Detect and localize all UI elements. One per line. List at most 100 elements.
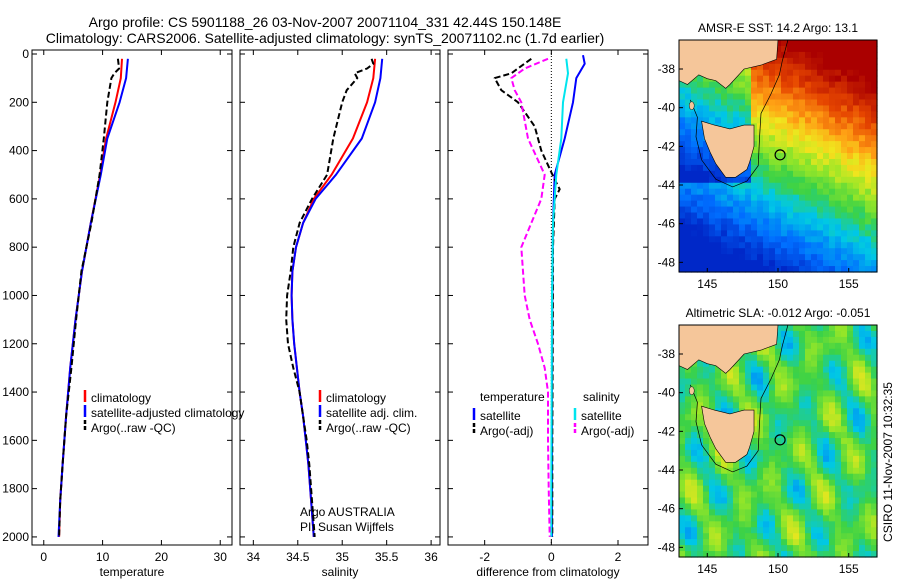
heatmap-cell (769, 497, 776, 505)
heatmap-cell (829, 515, 836, 522)
heatmap-cell (751, 497, 758, 505)
heatmap-cell (859, 194, 866, 202)
heatmap-cell (865, 141, 872, 148)
heatmap-cell (853, 129, 860, 136)
heatmap-cell (745, 200, 752, 208)
heatmap-cell (847, 420, 854, 427)
heatmap-cell (721, 402, 728, 409)
heatmap-cell (715, 218, 722, 226)
heatmap-cell (859, 158, 866, 166)
heatmap-cell (823, 348, 830, 356)
heatmap-cell (817, 224, 824, 231)
heatmap-cell (757, 509, 764, 516)
x-tick-label: 34.5 (286, 550, 310, 564)
heatmap-cell (829, 111, 836, 118)
heatmap-cell (805, 111, 812, 118)
heatmap-cell (769, 93, 776, 101)
heatmap-cell (757, 99, 764, 107)
heatmap-cell (757, 260, 764, 267)
heatmap-cell (769, 182, 776, 190)
heatmap-cell (715, 111, 722, 118)
x-tick-label: 0 (548, 550, 555, 564)
heatmap-cell (757, 426, 764, 433)
heatmap-cell (823, 254, 830, 261)
heatmap-cell (871, 230, 878, 237)
heatmap-cell (865, 135, 872, 142)
heatmap-cell (781, 111, 788, 118)
heatmap-cell (703, 236, 710, 243)
heatmap-cell (841, 378, 848, 386)
heatmap-cell (871, 443, 878, 451)
heatmap-cell (715, 372, 722, 380)
heatmap-cell (853, 266, 860, 273)
heatmap-cell (715, 449, 722, 457)
heatmap-cell (799, 509, 806, 516)
heatmap-cell (781, 87, 788, 95)
heatmap-cell (775, 503, 782, 511)
heatmap-cell (871, 521, 878, 528)
heatmap-cell (865, 117, 872, 124)
heatmap-cell (697, 135, 704, 142)
heatmap-cell (781, 75, 788, 83)
heatmap-cell (847, 75, 854, 83)
heatmap-cell (727, 123, 734, 130)
heatmap-cell (709, 117, 716, 124)
heatmap-cell (691, 242, 698, 249)
heatmap-cell (847, 426, 854, 433)
heatmap-cell (787, 330, 794, 338)
heatmap-cell (781, 473, 788, 481)
heatmap-cell (745, 467, 752, 475)
heatmap-cell (835, 449, 842, 457)
heatmap-cell (739, 99, 746, 107)
heatmap-cell (853, 147, 860, 154)
heatmap-cell (871, 539, 878, 546)
heatmap-cell (859, 153, 866, 160)
heatmap-cell (823, 123, 830, 130)
heatmap-cell (739, 360, 746, 368)
heatmap-cell (793, 230, 800, 237)
heatmap-cell (811, 449, 818, 457)
heatmap-cell (679, 123, 686, 130)
heatmap-cell (871, 105, 878, 112)
heatmap-cell (781, 479, 788, 487)
heatmap-cell (751, 473, 758, 481)
heatmap-cell (757, 360, 764, 368)
heatmap-cell (703, 467, 710, 475)
heatmap-cell (847, 200, 854, 208)
heatmap-cell (757, 521, 764, 528)
heatmap-cell (733, 230, 740, 237)
heatmap-cell (739, 390, 746, 397)
heatmap-cell (823, 206, 830, 214)
heatmap-cell (799, 390, 806, 397)
heatmap-cell (697, 164, 704, 172)
heatmap-cell (691, 224, 698, 231)
heatmap-cell (769, 224, 776, 231)
heatmap-cell (787, 248, 794, 255)
heatmap-cell (787, 461, 794, 469)
heatmap-cell (847, 194, 854, 202)
heatmap-cell (679, 260, 686, 267)
heatmap-cell (865, 248, 872, 255)
heatmap-cell (727, 99, 734, 107)
heatmap-cell (829, 176, 836, 184)
heatmap-cell (679, 242, 686, 249)
heatmap-cell (817, 147, 824, 154)
heatmap-cell (865, 438, 872, 445)
legend-label: satellite-adjusted climatology (91, 406, 244, 420)
heatmap-cell (745, 69, 752, 77)
heatmap-cell (685, 176, 692, 184)
heatmap-cell (679, 485, 686, 493)
heatmap-cell (841, 384, 848, 392)
heatmap-cell (751, 515, 758, 522)
heatmap-cell (847, 348, 854, 356)
heatmap-cell (775, 467, 782, 475)
heatmap-cell (769, 378, 776, 386)
heatmap-cell (697, 105, 704, 112)
heatmap-cell (799, 93, 806, 101)
series-line-argo-raw-qc- (58, 58, 121, 537)
heatmap-cell (859, 497, 866, 505)
heatmap-cell (775, 479, 782, 487)
heatmap-cell (709, 449, 716, 457)
heatmap-cell (829, 551, 836, 558)
heatmap-cell (691, 230, 698, 237)
